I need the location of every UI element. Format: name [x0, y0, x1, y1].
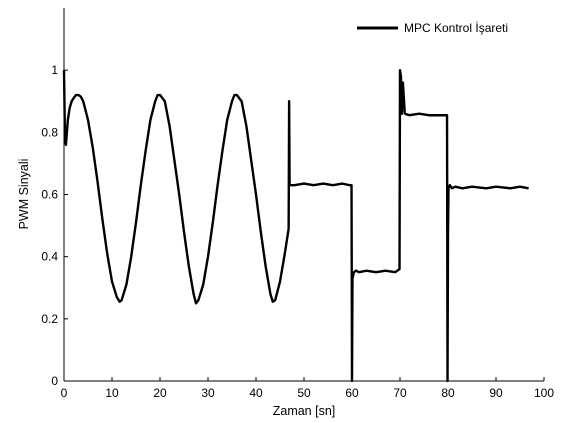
legend-label-mpc: MPC Kontrol İşareti: [404, 21, 508, 35]
x-tick-label: 20: [153, 386, 167, 400]
y-tick-label: 0.4: [41, 250, 58, 264]
x-tick-label: 40: [249, 386, 263, 400]
y-tick-label: 0: [51, 374, 58, 388]
x-tick-label: 90: [489, 386, 503, 400]
x-tick-label: 30: [201, 386, 215, 400]
y-tick-label: 0.6: [41, 188, 58, 202]
series-layer: [62, 68, 529, 383]
y-tick-label: 0.2: [41, 312, 58, 326]
x-axis-ticks: 0 10 20 30 40 50 60 70 80 90 100: [61, 377, 554, 400]
x-tick-label: 60: [345, 386, 359, 400]
x-axis-label: Zaman [sn]: [273, 404, 336, 418]
x-tick-label: 80: [441, 386, 455, 400]
x-tick-label: 0: [61, 386, 68, 400]
x-tick-label: 50: [297, 386, 311, 400]
y-axis-label: PWM Sinyali: [17, 159, 31, 230]
axes: [63, 8, 544, 382]
legend: MPC Kontrol İşareti: [357, 21, 508, 35]
y-tick-label: 1: [51, 63, 58, 77]
series-line-mpc: [62, 68, 529, 383]
x-tick-label: 100: [534, 386, 554, 400]
x-tick-label: 70: [393, 386, 407, 400]
y-tick-label: 0.8: [41, 125, 58, 139]
x-tick-label: 10: [105, 386, 119, 400]
